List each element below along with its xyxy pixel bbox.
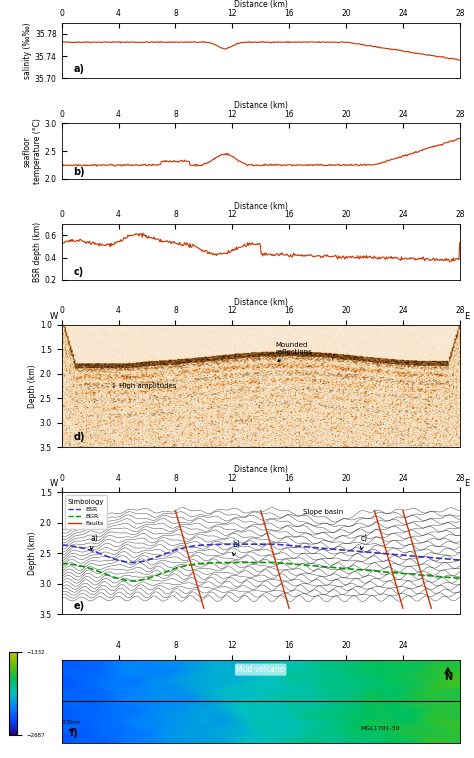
Text: W: W: [49, 312, 58, 321]
Y-axis label: Depth (km): Depth (km): [28, 531, 37, 575]
Text: E: E: [464, 479, 469, 488]
Text: Mounded
reflections: Mounded reflections: [275, 343, 312, 362]
X-axis label: Distance (km): Distance (km): [234, 1, 288, 10]
Text: f): f): [70, 728, 78, 738]
Text: W: W: [49, 479, 58, 488]
Y-axis label: BSR depth (km): BSR depth (km): [33, 222, 42, 282]
X-axis label: Distance (km): Distance (km): [234, 465, 288, 475]
Text: c): c): [360, 534, 367, 550]
X-axis label: Distance (km): Distance (km): [234, 298, 288, 307]
Text: a): a): [73, 64, 84, 74]
Text: b): b): [232, 540, 240, 556]
Text: c): c): [73, 268, 84, 277]
Y-axis label: Depth (km): Depth (km): [28, 364, 37, 408]
Text: d): d): [73, 432, 85, 442]
Text: 2.5km: 2.5km: [61, 720, 81, 725]
Text: MGL1701-30: MGL1701-30: [360, 726, 400, 731]
Legend: BSR, BGR, Faults: BSR, BGR, Faults: [65, 496, 108, 529]
Text: N: N: [444, 672, 452, 682]
Text: e): e): [73, 601, 85, 612]
Text: Mud volcano: Mud volcano: [237, 665, 285, 674]
Text: a): a): [90, 534, 98, 550]
Text: b): b): [73, 167, 85, 177]
Y-axis label: seafloor
temperature (°C): seafloor temperature (°C): [22, 118, 42, 184]
Text: E: E: [464, 312, 469, 321]
Text: ↓ High amplitudes: ↓ High amplitudes: [111, 384, 177, 390]
Y-axis label: salinity (‰‰): salinity (‰‰): [23, 22, 32, 79]
Text: Slope basin: Slope basin: [303, 509, 344, 515]
X-axis label: Distance (km): Distance (km): [234, 102, 288, 110]
X-axis label: Distance (km): Distance (km): [234, 202, 288, 211]
